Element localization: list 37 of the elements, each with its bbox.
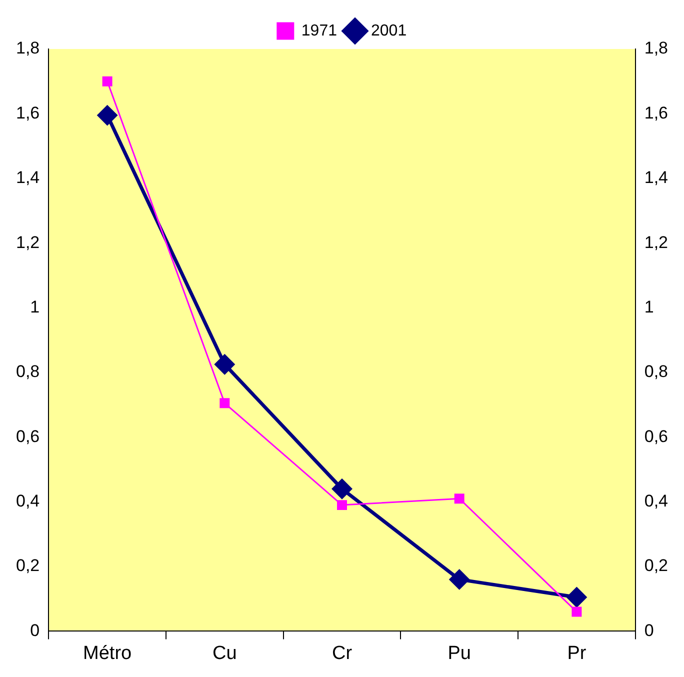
legend-label: 2001 (371, 22, 407, 40)
y-tick-label: 0,4 (16, 492, 40, 511)
y2-tick-label: 0,6 (644, 426, 668, 446)
y2-tick-label: 0,2 (644, 556, 668, 576)
y2-tick-label: 0,8 (644, 362, 668, 382)
y2-tick-label: 1,8 (644, 38, 668, 58)
x-tick-label: Métro (83, 642, 132, 664)
y2-tick-label: 1 (644, 297, 654, 316)
y-tick-label: 1,8 (16, 38, 40, 58)
y2-tick-label: 1,6 (644, 103, 668, 122)
point (332, 479, 352, 499)
y-tick-label: 1 (30, 297, 40, 316)
x-tick-label: Pr (567, 642, 587, 664)
y-tick-label: 0,8 (16, 362, 40, 382)
y-tick-label: 1,6 (16, 103, 40, 122)
y-tick-label: 0,2 (16, 556, 40, 576)
y2-tick-label: 1,2 (644, 232, 668, 252)
y2-tick-label: 1,4 (644, 168, 668, 188)
point (454, 494, 464, 504)
point (572, 606, 582, 617)
point (102, 76, 112, 86)
point (98, 106, 118, 126)
point (566, 587, 586, 607)
x-tick-label: Cr (332, 642, 353, 664)
y-tick-label: 1,2 (16, 232, 40, 252)
y-tick-label: 0 (30, 620, 40, 640)
point (214, 354, 234, 374)
point (220, 398, 230, 408)
y2-tick-label: 0,4 (644, 492, 668, 511)
y2-tick-label: 0 (644, 620, 654, 640)
point (450, 570, 470, 590)
point (337, 500, 347, 510)
y-tick-label: 1,4 (16, 168, 40, 188)
x-tick-label: Cu (212, 642, 237, 664)
y-tick-label: 0,6 (16, 426, 40, 446)
legend-label: 1971 (301, 22, 338, 40)
x-tick-label: Pu (448, 642, 471, 664)
